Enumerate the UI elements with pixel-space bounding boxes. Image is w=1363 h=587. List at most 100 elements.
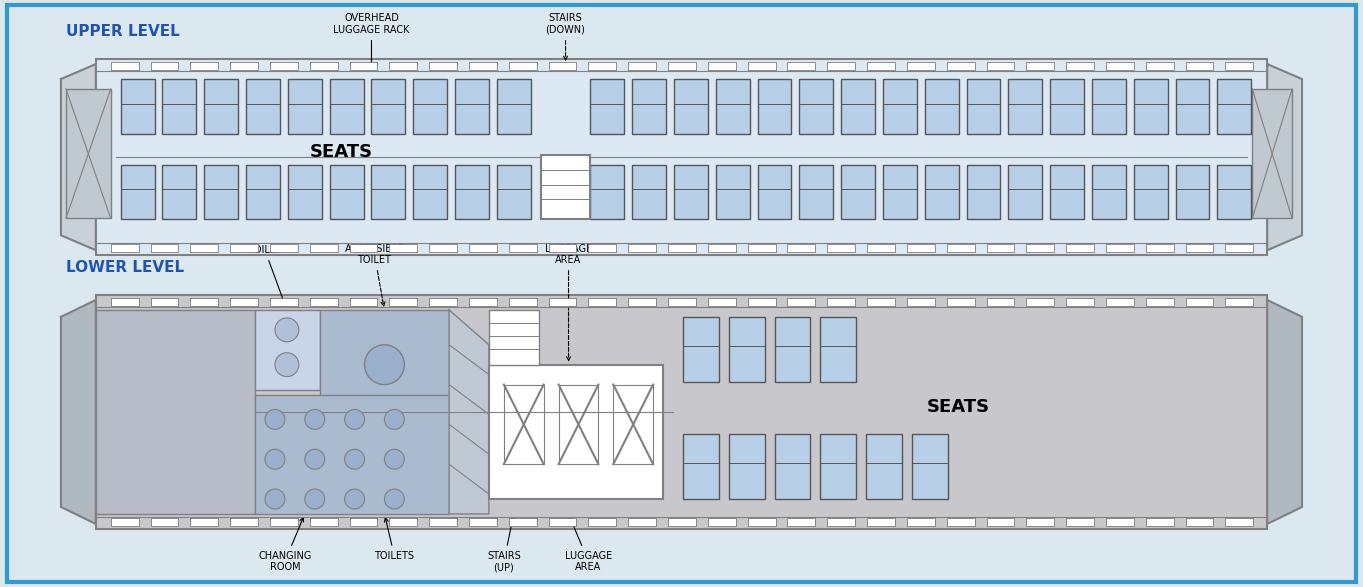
Text: SEATS: SEATS [309, 143, 373, 161]
Bar [925, 164, 958, 220]
Bar [390, 62, 417, 70]
Bar [349, 518, 378, 526]
Bar [707, 518, 736, 526]
Bar [1051, 164, 1084, 220]
Bar [204, 164, 239, 220]
Bar [247, 79, 279, 134]
Bar [429, 244, 457, 252]
Bar [65, 89, 110, 218]
Bar [906, 298, 935, 306]
Bar [162, 79, 196, 134]
Bar [1134, 164, 1168, 220]
Bar [489, 365, 662, 499]
Bar [1146, 244, 1174, 252]
Bar [632, 164, 667, 220]
Bar [489, 310, 538, 365]
Bar [469, 518, 497, 526]
Bar [1225, 62, 1254, 70]
Bar [589, 62, 616, 70]
Bar [508, 244, 537, 252]
Bar [549, 62, 577, 70]
Bar [987, 518, 1014, 526]
Bar [270, 518, 298, 526]
Bar [683, 317, 718, 382]
Bar [191, 298, 218, 306]
Bar [330, 79, 364, 134]
Bar [429, 62, 457, 70]
Bar [320, 310, 448, 419]
Bar [947, 518, 975, 526]
Bar [1146, 518, 1174, 526]
Bar [1066, 298, 1094, 306]
Bar [270, 244, 298, 252]
Bar [590, 164, 624, 220]
Bar [1105, 244, 1134, 252]
Bar [987, 244, 1014, 252]
Bar [675, 79, 707, 134]
Bar [947, 62, 975, 70]
Bar [230, 298, 258, 306]
Bar [110, 244, 139, 252]
Bar [788, 62, 815, 70]
Bar [549, 298, 577, 306]
Bar [1134, 79, 1168, 134]
Bar [628, 62, 656, 70]
Circle shape [264, 449, 285, 469]
Polygon shape [1268, 64, 1302, 250]
Bar [309, 518, 338, 526]
Bar [668, 298, 696, 306]
Bar [1146, 62, 1174, 70]
Circle shape [345, 410, 364, 429]
Bar [729, 434, 765, 499]
Bar [947, 298, 975, 306]
Bar [191, 62, 218, 70]
Bar [469, 298, 497, 306]
Bar [455, 164, 489, 220]
Circle shape [364, 345, 405, 384]
Bar [230, 518, 258, 526]
Bar [429, 298, 457, 306]
Bar [628, 244, 656, 252]
Bar [390, 244, 417, 252]
Bar [1009, 79, 1043, 134]
Bar [497, 164, 530, 220]
Bar [632, 79, 667, 134]
Bar [95, 310, 255, 514]
Bar [309, 244, 338, 252]
Bar [1186, 62, 1213, 70]
Bar [1026, 298, 1054, 306]
Bar [1105, 62, 1134, 70]
Bar [1105, 298, 1134, 306]
Bar [1051, 79, 1084, 134]
Bar [841, 79, 875, 134]
Bar [827, 298, 855, 306]
Bar [372, 164, 405, 220]
Bar [774, 317, 811, 382]
Bar [966, 79, 1000, 134]
Bar [1225, 518, 1254, 526]
Bar [349, 298, 378, 306]
Bar [841, 164, 875, 220]
Bar [883, 164, 917, 220]
Bar [455, 79, 489, 134]
Bar [883, 79, 917, 134]
Bar [1176, 79, 1209, 134]
Bar [230, 62, 258, 70]
Bar [1225, 298, 1254, 306]
Bar [1176, 164, 1209, 220]
Bar [390, 298, 417, 306]
Bar [925, 79, 958, 134]
Bar [1092, 164, 1126, 220]
Bar [800, 79, 833, 134]
Bar [230, 244, 258, 252]
Bar [95, 295, 1268, 529]
Bar [867, 518, 895, 526]
Bar [758, 164, 792, 220]
Bar [628, 518, 656, 526]
Bar [1217, 164, 1251, 220]
Bar [947, 244, 975, 252]
Circle shape [305, 410, 324, 429]
Bar [1026, 244, 1054, 252]
Bar [668, 244, 696, 252]
Bar [330, 164, 364, 220]
